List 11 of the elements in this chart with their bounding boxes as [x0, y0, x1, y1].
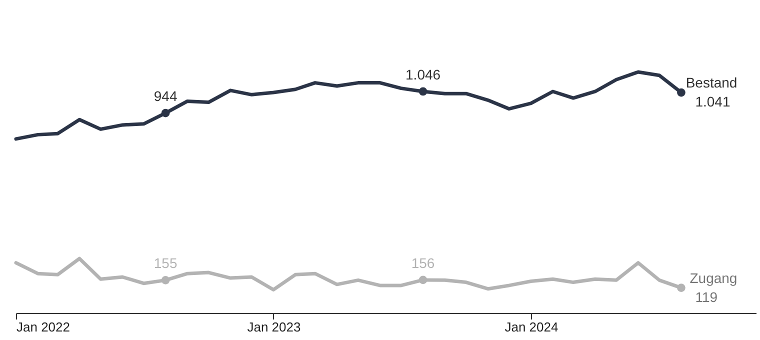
x-tick-label: Jan 2024 [504, 320, 558, 334]
data-label: 1.046 [406, 66, 441, 82]
data-label: 119 [695, 288, 718, 305]
data-label: 155 [154, 255, 178, 272]
series-label: Bestand [686, 74, 738, 91]
data-label: 1.041 [695, 94, 730, 110]
x-tick-label: Jan 2023 [247, 320, 301, 334]
series-label: Zugang [690, 270, 738, 286]
data-label: 156 [411, 254, 435, 271]
x-tick-label: Jan 2022 [16, 320, 70, 334]
data-label: 944 [154, 88, 178, 104]
